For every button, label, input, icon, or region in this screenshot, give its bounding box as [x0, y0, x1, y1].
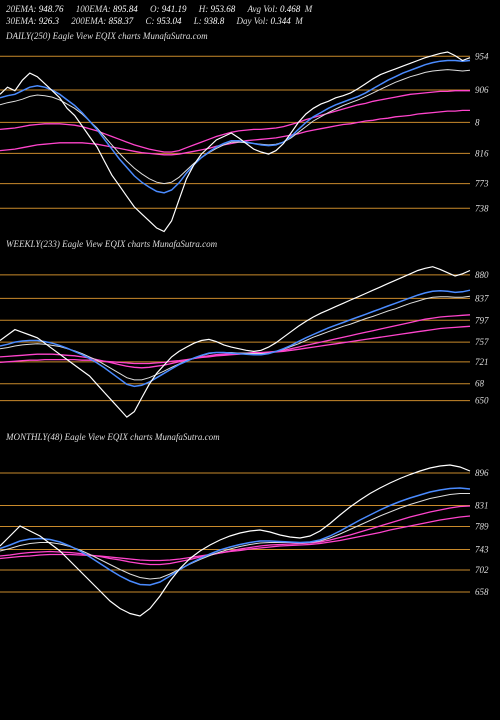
svg-text:789: 789	[475, 522, 489, 532]
ema30-stat: 30EMA: 926.3	[6, 16, 59, 28]
svg-text:757: 757	[475, 338, 489, 348]
svg-text:8: 8	[475, 118, 480, 128]
chart-panel-daily: DAILY(250) Eagle View EQIX charts Munafa…	[0, 27, 500, 235]
open-stat: O: 941.19	[150, 4, 187, 16]
panel-title-weekly: WEEKLY(233) Eagle View EQIX charts Munaf…	[0, 235, 500, 253]
svg-text:658: 658	[475, 587, 489, 597]
ema200-stat: 200EMA: 858.37	[71, 16, 133, 28]
low-stat: L: 938.8	[194, 16, 225, 28]
svg-text:773: 773	[475, 179, 489, 189]
svg-text:906: 906	[475, 85, 489, 95]
svg-text:738: 738	[475, 204, 489, 214]
svg-text:837: 837	[475, 294, 489, 304]
ema20-stat: 20EMA: 948.76	[6, 4, 64, 16]
ema100-stat: 100EMA: 895.84	[76, 4, 138, 16]
panel-title-monthly: MONTHLY(48) Eagle View EQIX charts Munaf…	[0, 428, 500, 446]
svg-text:721: 721	[475, 357, 489, 367]
svg-text:68: 68	[475, 379, 485, 389]
stats-header: 20EMA: 948.76 100EMA: 895.84 O: 941.19 H…	[0, 0, 500, 27]
svg-text:831: 831	[475, 501, 489, 511]
high-stat: H: 953.68	[199, 4, 236, 16]
svg-text:816: 816	[475, 149, 489, 159]
chart-panels: DAILY(250) Eagle View EQIX charts Munafa…	[0, 27, 500, 621]
svg-text:954: 954	[475, 52, 489, 62]
chart-panel-weekly: WEEKLY(233) Eagle View EQIX charts Munaf…	[0, 235, 500, 428]
svg-text:702: 702	[475, 565, 489, 575]
dayvol-stat: Day Vol: 0.344 M	[237, 16, 303, 28]
panel-title-daily: DAILY(250) Eagle View EQIX charts Munafa…	[0, 27, 500, 45]
avgvol-stat: Avg Vol: 0.468 M	[248, 4, 313, 16]
close-stat: C: 953.04	[146, 16, 182, 28]
svg-text:880: 880	[475, 270, 489, 280]
chart-panel-monthly: MONTHLY(48) Eagle View EQIX charts Munaf…	[0, 428, 500, 621]
svg-text:797: 797	[475, 316, 489, 326]
svg-text:743: 743	[475, 545, 489, 555]
svg-text:896: 896	[475, 468, 489, 478]
svg-text:650: 650	[475, 396, 489, 406]
